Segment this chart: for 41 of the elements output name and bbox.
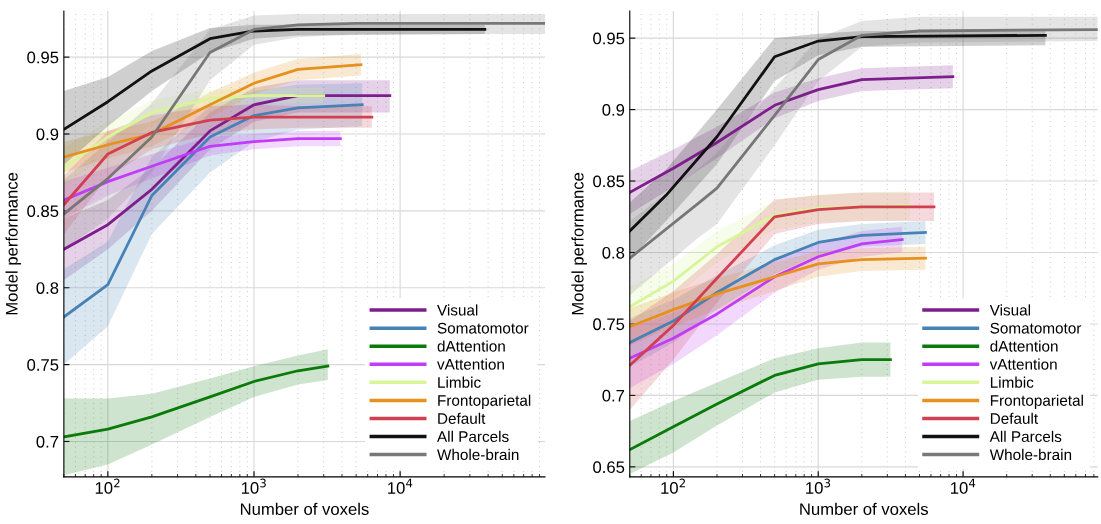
legend-label: vAttention	[437, 358, 504, 370]
x-tick-label: 10$^{3}$	[241, 478, 266, 494]
y-tick-label: 0.8	[36, 282, 59, 294]
y-tick-label: 0.7	[602, 389, 625, 402]
legend-label: All Parcels	[989, 430, 1062, 443]
legend-label: Frontoparietal	[990, 394, 1083, 409]
y-tick-label: 0.9	[36, 128, 59, 141]
x-tick-label: 10$^{2}$	[661, 478, 685, 494]
x-axis-title: Number of voxels	[240, 502, 369, 516]
x-tick-label: 10$^{3}$	[806, 478, 831, 494]
y-tick-label: 0.75	[593, 318, 625, 331]
x-axis-title: Number of voxels	[800, 502, 928, 516]
legend-label: Limbic	[990, 376, 1034, 388]
y-tick-label: 0.8	[602, 246, 625, 259]
legend-label: Default	[438, 412, 486, 424]
y-tick-label: 0.95	[593, 32, 625, 45]
legend-label: Somatomotor	[990, 322, 1082, 334]
x-tick-label: 10$^{4}$	[388, 478, 413, 494]
legend-label: Limbic	[438, 376, 481, 388]
y-tick-label: 0.95	[27, 51, 59, 64]
y-tick-label: 0.85	[593, 175, 625, 188]
x-tick-label: 10$^{4}$	[951, 478, 976, 494]
y-tick-label: 0.7	[36, 435, 59, 448]
legend-label: Visual	[989, 304, 1031, 316]
y-tick-label: 0.9	[602, 104, 625, 116]
y-axis-title: Model performance	[5, 172, 22, 315]
legend-label: Whole-brain	[989, 448, 1072, 461]
y-tick-label: 0.65	[593, 461, 625, 474]
y-tick-label: 0.75	[27, 359, 59, 371]
legend-label: dAttention	[437, 340, 505, 352]
legend-label: Somatomotor	[437, 322, 529, 334]
y-axis-title: Model performance	[571, 172, 587, 315]
legend-label: Frontoparietal	[438, 394, 531, 409]
legend-label: Default	[990, 412, 1038, 424]
legend-label: vAttention	[989, 358, 1057, 370]
legend-label: All Parcels	[437, 430, 509, 443]
legend-label: dAttention	[990, 340, 1058, 352]
legend-label: Whole-brain	[437, 448, 519, 461]
legend-label: Visual	[437, 304, 478, 316]
x-tick-label: 10$^{2}$	[95, 478, 120, 494]
y-tick-label: 0.85	[27, 205, 59, 218]
